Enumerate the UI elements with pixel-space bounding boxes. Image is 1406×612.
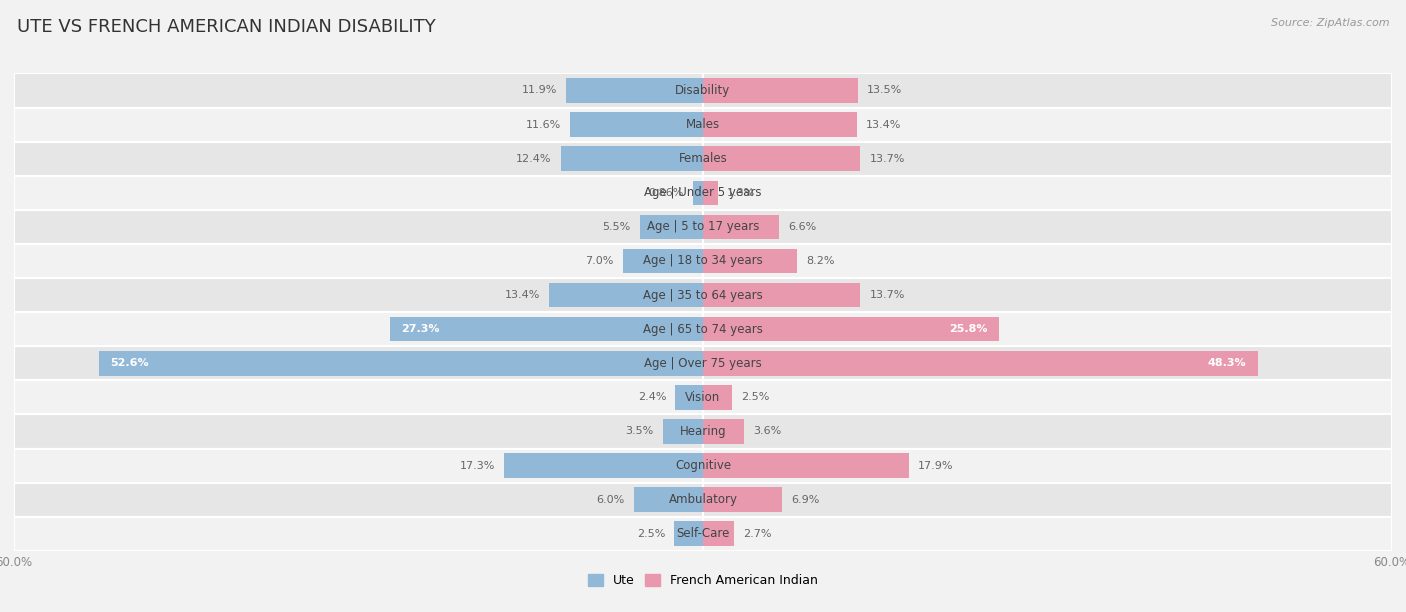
Text: 13.5%: 13.5% <box>868 86 903 95</box>
Bar <box>703 521 734 546</box>
Legend: Ute, French American Indian: Ute, French American Indian <box>583 569 823 592</box>
Text: 3.6%: 3.6% <box>754 427 782 436</box>
Text: 2.4%: 2.4% <box>638 392 666 402</box>
Text: 52.6%: 52.6% <box>111 358 149 368</box>
Bar <box>623 248 703 273</box>
Text: 17.3%: 17.3% <box>460 461 495 471</box>
Bar <box>550 283 703 307</box>
Bar <box>703 113 856 137</box>
Text: 27.3%: 27.3% <box>401 324 440 334</box>
Bar <box>662 419 703 444</box>
Bar <box>14 210 1392 244</box>
Bar <box>675 385 703 409</box>
Bar <box>703 283 860 307</box>
Bar <box>703 146 860 171</box>
Bar <box>14 278 1392 312</box>
Text: 6.6%: 6.6% <box>787 222 817 232</box>
Bar <box>703 248 797 273</box>
Bar <box>703 215 779 239</box>
Bar <box>675 521 703 546</box>
Text: Males: Males <box>686 118 720 131</box>
Bar <box>703 78 858 103</box>
Text: Age | 65 to 74 years: Age | 65 to 74 years <box>643 323 763 335</box>
Text: 6.0%: 6.0% <box>596 494 624 505</box>
Bar <box>561 146 703 171</box>
Text: 1.3%: 1.3% <box>727 188 755 198</box>
Bar <box>505 453 703 478</box>
Text: Age | 5 to 17 years: Age | 5 to 17 years <box>647 220 759 233</box>
Text: 6.9%: 6.9% <box>792 494 820 505</box>
Bar <box>14 517 1392 551</box>
Bar <box>693 181 703 205</box>
Text: Age | Over 75 years: Age | Over 75 years <box>644 357 762 370</box>
Text: Disability: Disability <box>675 84 731 97</box>
Text: 12.4%: 12.4% <box>516 154 551 163</box>
Text: 13.7%: 13.7% <box>869 290 905 300</box>
Bar <box>14 380 1392 414</box>
Text: 13.7%: 13.7% <box>869 154 905 163</box>
Bar <box>14 244 1392 278</box>
Text: 0.86%: 0.86% <box>648 188 683 198</box>
Bar <box>14 449 1392 483</box>
Text: 2.7%: 2.7% <box>744 529 772 539</box>
Bar <box>703 453 908 478</box>
Bar <box>14 108 1392 141</box>
Text: Ambulatory: Ambulatory <box>668 493 738 506</box>
Text: Age | 35 to 64 years: Age | 35 to 64 years <box>643 289 763 302</box>
Bar <box>14 346 1392 380</box>
Bar <box>14 414 1392 449</box>
Text: 25.8%: 25.8% <box>949 324 988 334</box>
Text: Source: ZipAtlas.com: Source: ZipAtlas.com <box>1271 18 1389 28</box>
Text: 5.5%: 5.5% <box>602 222 631 232</box>
Text: Females: Females <box>679 152 727 165</box>
Bar <box>569 113 703 137</box>
Text: 11.6%: 11.6% <box>526 119 561 130</box>
Bar <box>567 78 703 103</box>
Bar <box>14 141 1392 176</box>
Bar <box>640 215 703 239</box>
Text: 2.5%: 2.5% <box>637 529 665 539</box>
Text: Self-Care: Self-Care <box>676 528 730 540</box>
Bar <box>703 487 782 512</box>
Bar <box>703 181 718 205</box>
Bar <box>703 351 1257 376</box>
Text: Age | Under 5 years: Age | Under 5 years <box>644 186 762 200</box>
Bar <box>14 483 1392 517</box>
Bar <box>703 385 731 409</box>
Bar <box>14 176 1392 210</box>
Text: 3.5%: 3.5% <box>626 427 654 436</box>
Bar <box>634 487 703 512</box>
Bar <box>14 73 1392 108</box>
Text: 2.5%: 2.5% <box>741 392 769 402</box>
Text: Hearing: Hearing <box>679 425 727 438</box>
Text: 13.4%: 13.4% <box>505 290 540 300</box>
Bar <box>703 419 744 444</box>
Text: Age | 18 to 34 years: Age | 18 to 34 years <box>643 255 763 267</box>
Bar <box>703 317 1000 341</box>
Bar <box>389 317 703 341</box>
Bar <box>98 351 703 376</box>
Text: 17.9%: 17.9% <box>918 461 953 471</box>
Text: Cognitive: Cognitive <box>675 459 731 472</box>
Text: 13.4%: 13.4% <box>866 119 901 130</box>
Text: 11.9%: 11.9% <box>522 86 557 95</box>
Text: 8.2%: 8.2% <box>807 256 835 266</box>
Text: 48.3%: 48.3% <box>1208 358 1246 368</box>
Text: UTE VS FRENCH AMERICAN INDIAN DISABILITY: UTE VS FRENCH AMERICAN INDIAN DISABILITY <box>17 18 436 36</box>
Text: 7.0%: 7.0% <box>585 256 613 266</box>
Text: Vision: Vision <box>685 391 721 404</box>
Bar <box>14 312 1392 346</box>
